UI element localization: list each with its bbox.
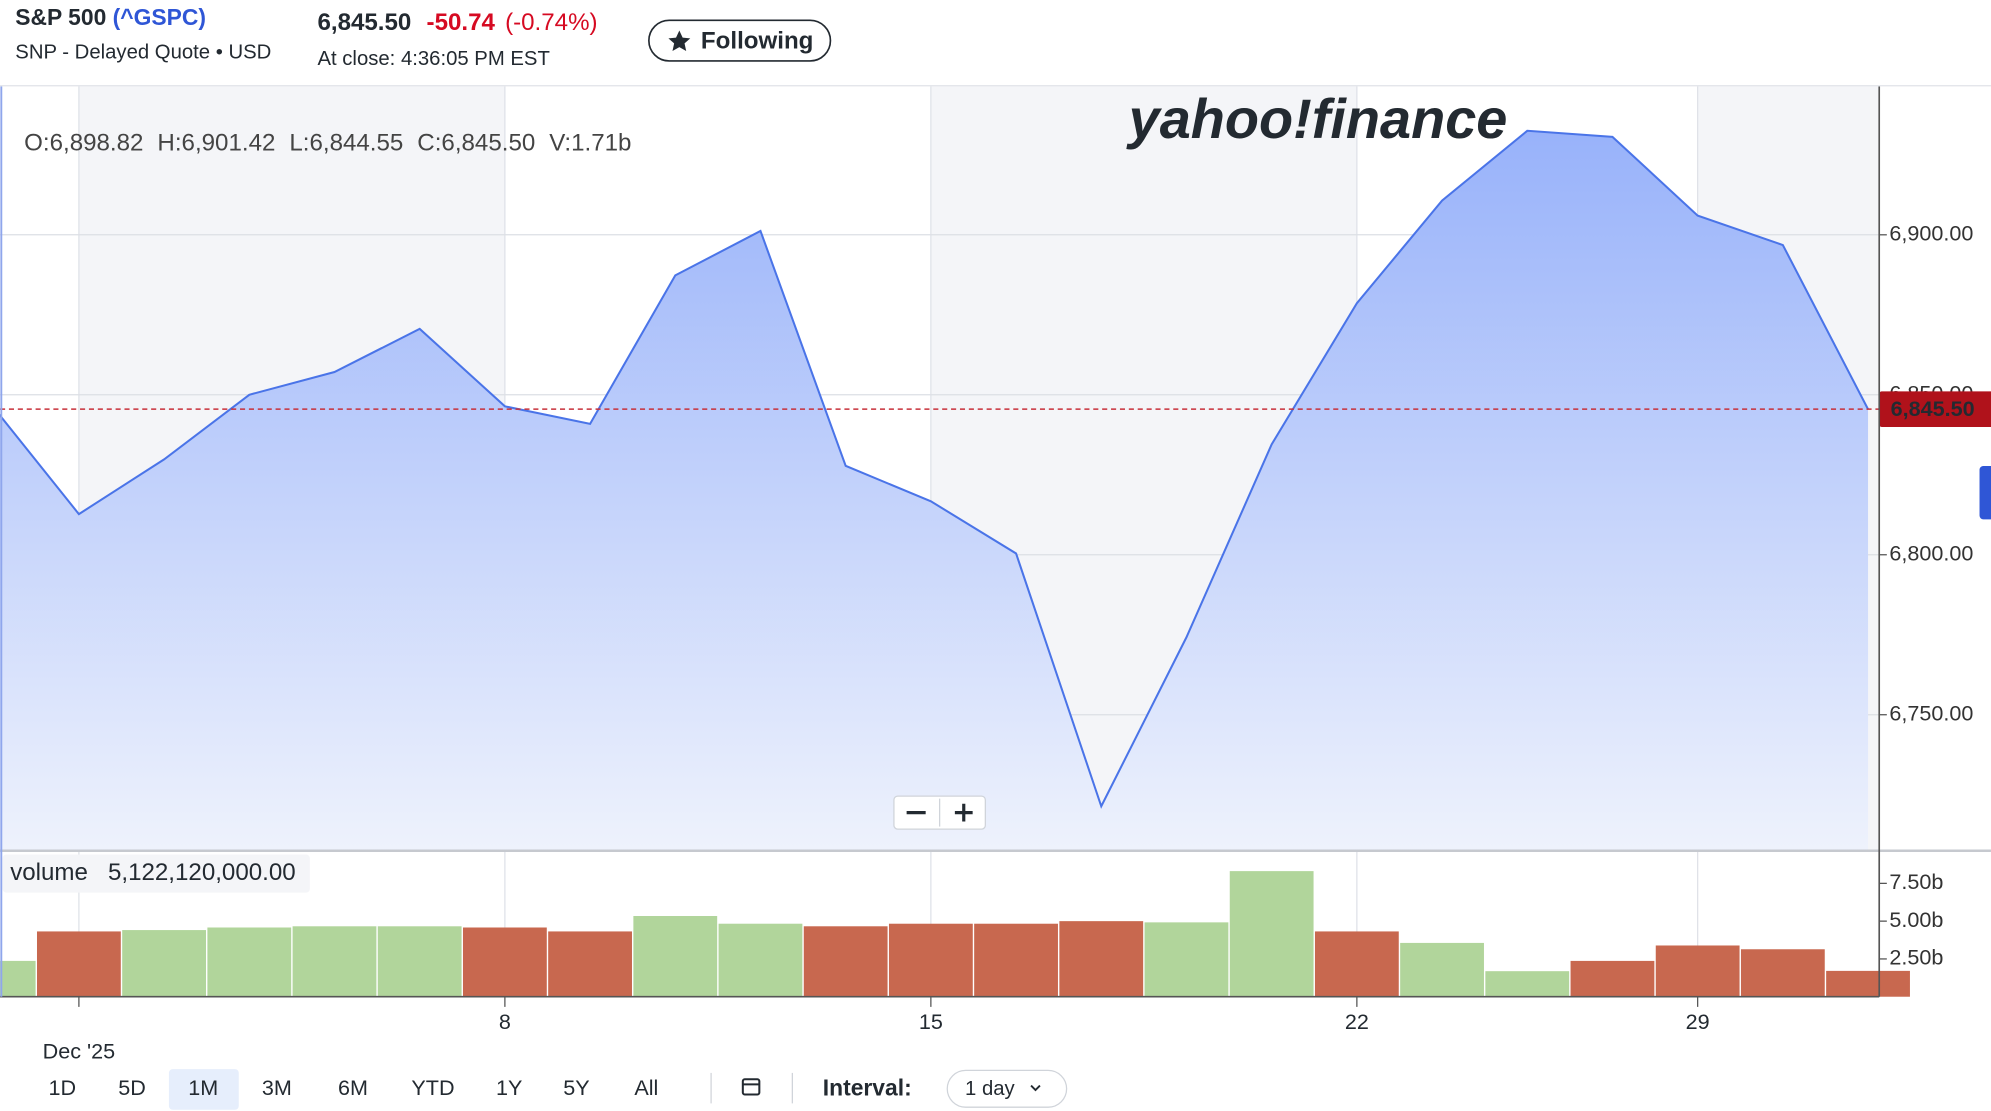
exchange: SNP - Delayed Quote • USD xyxy=(15,42,271,64)
volume-bar xyxy=(1400,942,1484,997)
last-price-label: 6,845.50 xyxy=(1891,396,1975,421)
chevron xyxy=(1030,1084,1041,1092)
volume-bar xyxy=(548,931,632,997)
change-percent: (-0.74%) xyxy=(505,9,597,36)
volume-bar xyxy=(36,931,121,997)
ohlc-readout: O:6,898.82 H:6,901.42 L:6,844.55 C:6,845.50… xyxy=(24,130,631,157)
volume-bar xyxy=(122,930,206,997)
y-tick-label: 7.50b xyxy=(1889,869,1943,894)
interval-frame[interactable] xyxy=(946,1069,1068,1108)
volume-bar xyxy=(1314,931,1399,997)
y-tick-label: 2.50b xyxy=(1889,945,1943,970)
last-price-badge xyxy=(1879,391,1991,427)
interval-dropdown[interactable]: 1 day xyxy=(946,1069,1068,1108)
volume-legend-value: 5,122,120,000.00 xyxy=(108,859,296,886)
volume-bar xyxy=(633,916,718,997)
volume-bar xyxy=(292,926,377,997)
volume-bar xyxy=(207,927,292,997)
ohlc-value: C:6,845.50 xyxy=(417,130,535,157)
quote-title: S&P 500 (^GSPC) xyxy=(15,4,206,30)
volume-bar xyxy=(803,926,888,997)
volume-bar xyxy=(974,923,1058,997)
y-tick-label: 6,800.00 xyxy=(1889,540,1973,565)
zoom-in[interactable] xyxy=(954,803,973,822)
volume-legend-name: volume xyxy=(10,859,88,886)
ohlc-value: L:6,844.55 xyxy=(289,130,403,157)
volume-legend-bg xyxy=(2,854,310,893)
volume-bar xyxy=(1229,871,1314,997)
range-button[interactable]: 6M xyxy=(338,1075,368,1100)
y-tick-label: 6,750.00 xyxy=(1889,700,1973,725)
price-line xyxy=(0,129,1869,809)
ohlc-value: H:6,901.42 xyxy=(157,130,275,157)
x-tick-label: 15 xyxy=(919,1009,943,1034)
range-button[interactable]: 5D xyxy=(118,1075,146,1100)
volume-bar xyxy=(1485,971,1570,997)
range-button[interactable]: YTD xyxy=(411,1075,454,1100)
name: S&P 500 xyxy=(15,4,106,30)
volume-bar xyxy=(0,960,36,997)
change: -50.74 xyxy=(427,9,496,36)
volume-bar xyxy=(1144,922,1229,997)
x-tick-label: 29 xyxy=(1686,1009,1710,1034)
side-tab[interactable] xyxy=(1979,465,1991,520)
calendar-button[interactable] xyxy=(741,1078,761,1096)
price: 6,845.50 xyxy=(317,9,411,36)
volume-bar xyxy=(1570,960,1655,997)
volume-bar xyxy=(462,927,547,997)
range-controls: Interval: 1 day 1D 5D 1M 3M 6M YTD 1Y 5Y All xyxy=(48,1069,1068,1110)
volume-bar xyxy=(1826,970,1910,997)
symbol: (^GSPC) xyxy=(113,4,206,30)
follow-button[interactable]: Following xyxy=(648,19,832,62)
calendar-icon[interactable] xyxy=(741,1078,761,1096)
interval-label: Interval: xyxy=(823,1074,912,1100)
price-line: 6,845.50 -50.74 (-0.74%) xyxy=(317,9,597,36)
range-button[interactable]: All xyxy=(634,1075,658,1100)
watermark: yahoo!finance xyxy=(1126,87,1508,150)
x-tick-label: 8 xyxy=(499,1009,511,1034)
star-icon xyxy=(668,30,691,52)
volume-bar xyxy=(1059,921,1144,997)
interval-value[interactable]: 1 day xyxy=(965,1078,1016,1100)
plot: Dec '25 8 15 22 29 yahoo!finance O:6,898.82 H:6… xyxy=(0,86,1991,1063)
follow-button-frame[interactable] xyxy=(648,19,832,62)
volume-bar xyxy=(377,926,462,997)
follow-label[interactable]: Following xyxy=(701,27,813,54)
volume-bar xyxy=(1740,949,1825,997)
ohlc-value: V:1.71b xyxy=(549,130,631,157)
range-button[interactable]: 5Y xyxy=(563,1075,589,1100)
x-tick-label: Dec '25 xyxy=(43,1038,116,1063)
y-tick-label: 5.00b xyxy=(1889,907,1943,932)
range-button[interactable]: 3M xyxy=(262,1075,292,1100)
volume-bar xyxy=(1655,945,1740,997)
area xyxy=(0,130,1869,851)
volume-bar xyxy=(888,923,973,997)
range-button[interactable]: 1Y xyxy=(496,1075,522,1100)
zoom-control[interactable] xyxy=(893,795,986,830)
ohlc-value: O:6,898.82 xyxy=(24,130,143,157)
volume-bar xyxy=(718,923,803,997)
x-tick-label: 22 xyxy=(1345,1009,1369,1034)
range-selected[interactable] xyxy=(168,1069,239,1110)
range-button[interactable]: 1M xyxy=(188,1075,218,1100)
close-time: At close: 4:36:05 PM EST xyxy=(317,48,549,70)
y-tick-label: 6,900.00 xyxy=(1889,221,1973,246)
range-button[interactable]: 1D xyxy=(48,1075,76,1100)
